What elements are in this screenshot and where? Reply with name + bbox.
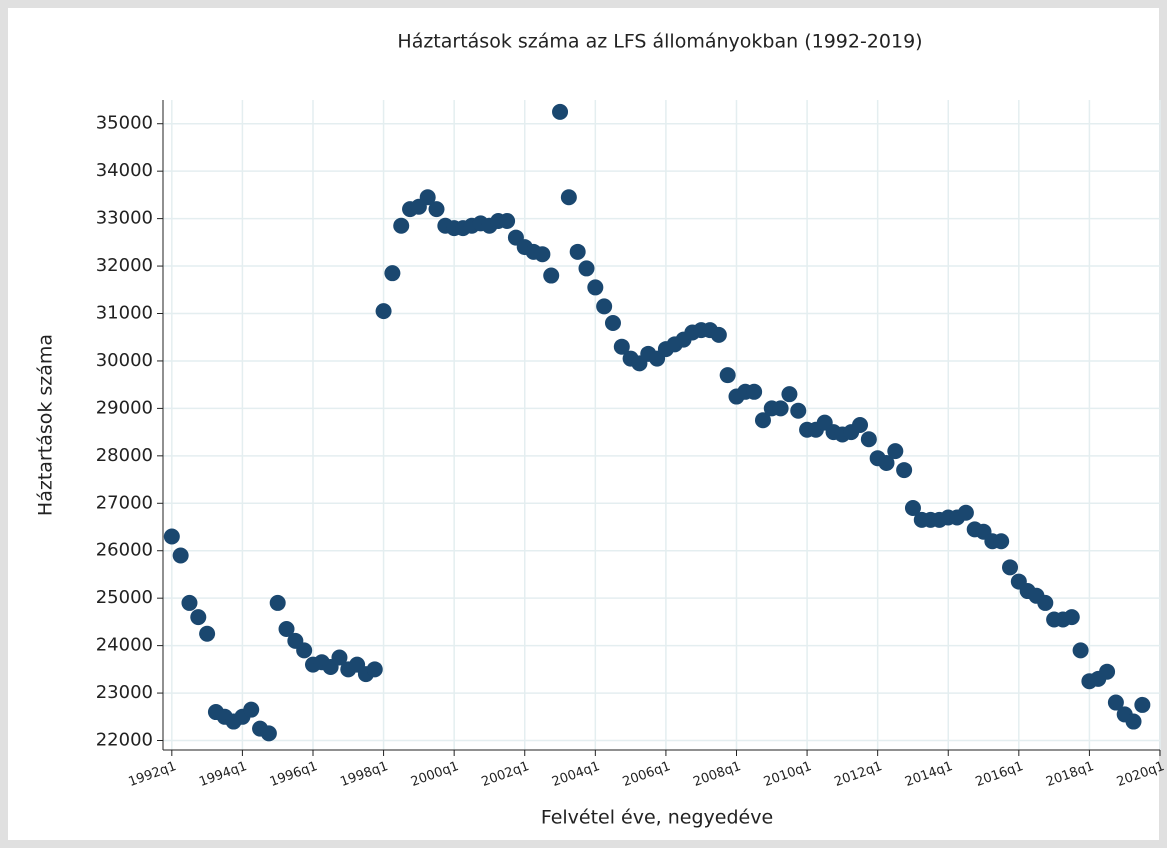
point (852, 417, 869, 433)
point (375, 303, 392, 320)
point (1099, 663, 1116, 680)
point (957, 504, 974, 521)
point (878, 454, 895, 471)
point (331, 649, 348, 666)
point (172, 547, 189, 564)
point (269, 594, 286, 611)
y-tick-label: 22000 (96, 730, 153, 751)
y-tick-label: 23000 (96, 682, 153, 703)
point (296, 642, 313, 659)
y-tick-label: 29000 (96, 397, 153, 418)
point (781, 386, 798, 403)
point (1125, 713, 1142, 730)
y-tick-label: 30000 (96, 350, 153, 371)
point (860, 431, 877, 448)
point (772, 400, 789, 417)
point (534, 246, 551, 263)
point (587, 279, 604, 296)
point (190, 609, 207, 626)
chart-title: Háztartások száma az LFS állományokban (… (397, 31, 922, 53)
point (1134, 696, 1151, 713)
point (754, 412, 771, 429)
point (710, 326, 727, 343)
point (428, 201, 445, 218)
point (569, 243, 586, 260)
point (199, 625, 216, 642)
point (243, 701, 260, 718)
point (560, 189, 577, 206)
point (719, 367, 736, 384)
point (887, 443, 904, 460)
graph-region (8, 8, 1159, 840)
point (896, 462, 913, 479)
y-tick-label: 26000 (96, 540, 153, 561)
point (613, 338, 630, 355)
y-tick-label: 35000 (96, 113, 153, 134)
point (746, 383, 763, 400)
y-tick-label: 33000 (96, 208, 153, 229)
point (552, 103, 569, 120)
point (499, 212, 516, 229)
point (260, 725, 277, 742)
point (904, 500, 921, 517)
x-axis-label: Felvétel éve, negyedéve (541, 807, 773, 829)
point (384, 265, 401, 282)
point (604, 314, 621, 331)
point (1063, 609, 1080, 626)
point (543, 267, 560, 284)
point (393, 217, 410, 234)
point (181, 594, 198, 611)
point (366, 661, 383, 678)
point (1107, 694, 1124, 711)
y-axis-label: Háztartások száma (35, 334, 57, 516)
point (419, 189, 436, 206)
y-tick-label: 34000 (96, 160, 153, 181)
point (1002, 559, 1019, 576)
point (278, 621, 295, 638)
y-tick-label: 28000 (96, 445, 153, 466)
y-tick-label: 31000 (96, 303, 153, 324)
point (1072, 642, 1089, 659)
y-tick-label: 25000 (96, 587, 153, 608)
y-tick-label: 24000 (96, 635, 153, 656)
point (1037, 594, 1054, 611)
y-tick-label: 27000 (96, 492, 153, 513)
point (596, 298, 613, 315)
point (993, 533, 1010, 550)
y-tick-label: 32000 (96, 255, 153, 276)
point (578, 260, 595, 277)
point (163, 528, 180, 545)
point (790, 402, 807, 419)
